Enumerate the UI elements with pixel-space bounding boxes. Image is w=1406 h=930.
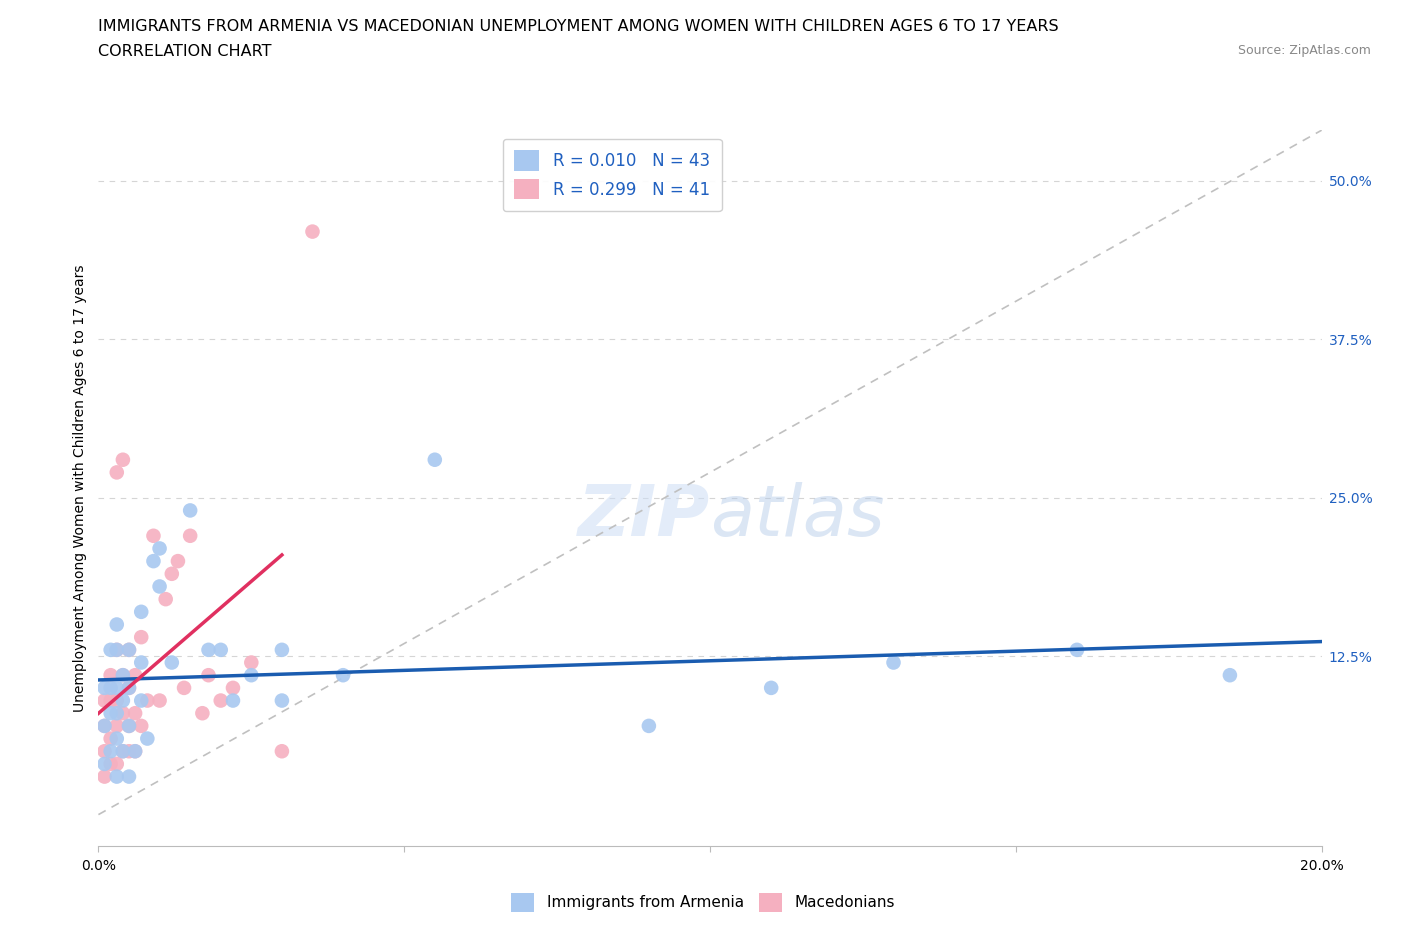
Point (105, 769, 128, 784)
Point (149, 541, 172, 556)
Point (105, 731, 128, 746)
Point (173, 681, 195, 696)
Point (883, 655, 905, 670)
Point (155, 591, 177, 606)
Point (270, 744, 292, 759)
Point (332, 668, 354, 683)
Point (129, 693, 152, 708)
Point (179, 528, 201, 543)
Text: IMMIGRANTS FROM ARMENIA VS MACEDONIAN UNEMPLOYMENT AMONG WOMEN WITH CHILDREN AGE: IMMIGRANTS FROM ARMENIA VS MACEDONIAN UN… (98, 19, 1059, 33)
Y-axis label: Unemployment Among Women with Children Ages 6 to 17 years: Unemployment Among Women with Children A… (73, 264, 87, 712)
Point (160, 566, 183, 581)
Point (100, 693, 122, 708)
Point (129, 630, 152, 644)
Point (105, 706, 128, 721)
Point (100, 731, 122, 746)
Point (637, 719, 661, 734)
Point (100, 681, 122, 696)
Point (111, 452, 134, 467)
Point (124, 668, 146, 683)
Point (1066, 643, 1088, 658)
Point (111, 668, 134, 683)
Point (270, 693, 292, 708)
Point (111, 706, 134, 721)
Point (100, 756, 122, 771)
Point (93, 756, 115, 771)
Legend: R = 0.010   N = 43, R = 0.299   N = 41: R = 0.010 N = 43, R = 0.299 N = 41 (503, 139, 721, 211)
Point (105, 643, 128, 658)
Point (167, 553, 190, 568)
Point (100, 643, 122, 658)
Point (100, 668, 122, 683)
Point (105, 643, 128, 658)
Text: ZIP: ZIP (578, 483, 710, 551)
Point (105, 465, 128, 480)
Point (160, 655, 183, 670)
Point (93, 719, 115, 734)
Point (111, 744, 134, 759)
Point (111, 744, 134, 759)
Point (197, 668, 219, 683)
Point (118, 744, 141, 759)
Point (105, 719, 128, 734)
Point (118, 643, 141, 658)
Point (301, 224, 323, 239)
Point (105, 681, 128, 696)
Point (197, 643, 219, 658)
Point (105, 756, 128, 771)
Point (118, 643, 141, 658)
Point (93, 744, 115, 759)
Point (105, 693, 128, 708)
Point (191, 706, 214, 721)
Point (240, 668, 263, 683)
Point (149, 693, 172, 708)
Text: Source: ZipAtlas.com: Source: ZipAtlas.com (1237, 44, 1371, 57)
Point (179, 503, 201, 518)
Point (209, 643, 232, 658)
Point (240, 655, 263, 670)
Point (129, 604, 152, 619)
Point (100, 706, 122, 721)
Point (93, 719, 115, 734)
Point (136, 693, 159, 708)
Text: atlas: atlas (710, 483, 884, 551)
Point (118, 719, 141, 734)
Point (129, 655, 152, 670)
Point (124, 744, 146, 759)
Point (93, 769, 115, 784)
Point (118, 681, 141, 696)
Point (222, 681, 245, 696)
Point (111, 693, 134, 708)
Point (118, 719, 141, 734)
Legend: Immigrants from Armenia, Macedonians: Immigrants from Armenia, Macedonians (505, 887, 901, 918)
Point (270, 643, 292, 658)
Point (142, 528, 165, 543)
Point (142, 553, 165, 568)
Point (93, 681, 115, 696)
Point (118, 769, 141, 784)
Point (423, 452, 446, 467)
Point (100, 744, 122, 759)
Point (759, 681, 782, 696)
Point (222, 693, 245, 708)
Point (209, 693, 232, 708)
Point (124, 706, 146, 721)
Text: CORRELATION CHART: CORRELATION CHART (98, 44, 271, 59)
Point (105, 618, 128, 632)
Point (1219, 668, 1241, 683)
Point (118, 681, 141, 696)
Point (124, 744, 146, 759)
Point (149, 579, 172, 594)
Point (129, 719, 152, 734)
Point (136, 731, 159, 746)
Point (111, 668, 134, 683)
Point (93, 693, 115, 708)
